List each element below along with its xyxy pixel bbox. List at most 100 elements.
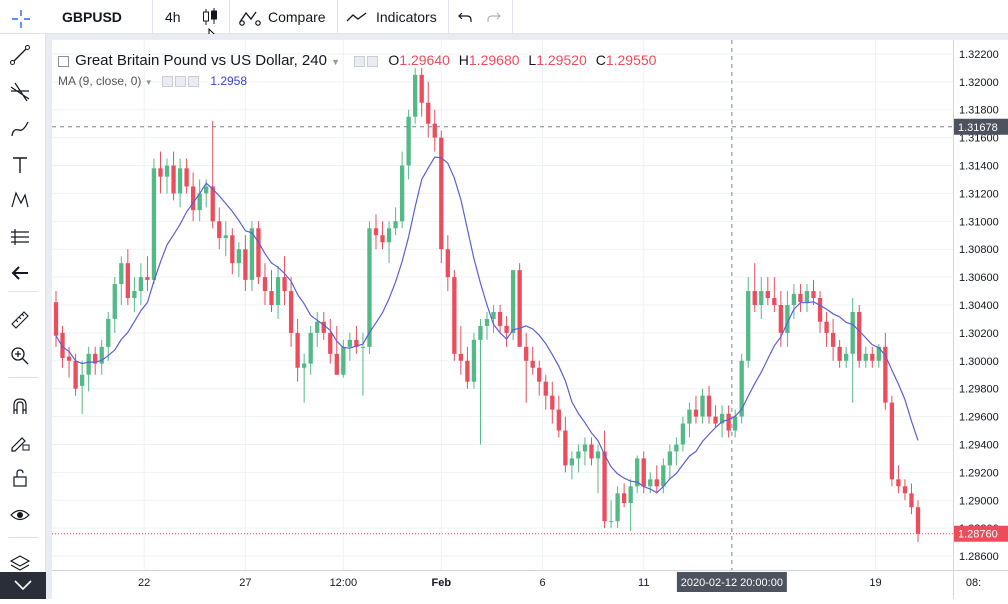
- pitchfork-icon: [10, 82, 30, 102]
- candle-down: [321, 321, 326, 333]
- y-tick-label: 1.29600: [959, 412, 999, 424]
- x-tick-label: 11: [638, 577, 649, 589]
- candle-up: [759, 291, 764, 305]
- text-tool[interactable]: [7, 152, 33, 178]
- candle-down: [373, 228, 379, 236]
- ma-visibility-button[interactable]: [174, 76, 186, 88]
- chart-type-button[interactable]: [201, 0, 219, 33]
- candle-up: [471, 339, 477, 382]
- indicators-button[interactable]: Indicators: [346, 0, 437, 33]
- indicators-icon: [346, 11, 367, 21]
- object-tree-tool[interactable]: [7, 550, 33, 576]
- candle-down: [497, 311, 503, 326]
- x-tick-label: Feb: [432, 577, 452, 589]
- low-label: L: [528, 52, 537, 68]
- candle-down: [915, 507, 921, 534]
- collapse-legend-button[interactable]: [58, 55, 69, 67]
- pattern-tool[interactable]: [7, 187, 33, 213]
- crosshair-time-tag: [676, 572, 787, 592]
- interval-button[interactable]: 4h: [165, 0, 181, 33]
- crosshair-tool[interactable]: [8, 6, 34, 32]
- lock-drawing-tool[interactable]: [7, 429, 33, 455]
- compare-button[interactable]: Compare: [238, 0, 326, 33]
- symbol-search[interactable]: GBPUSD: [62, 0, 122, 33]
- candle-up: [850, 311, 855, 354]
- candle-down: [654, 479, 659, 487]
- candle-up: [785, 305, 790, 333]
- chevron-down-icon: [14, 580, 32, 591]
- zoom-in-tool[interactable]: [7, 343, 33, 369]
- moving-average-line: [55, 156, 919, 494]
- candle-up: [406, 116, 411, 166]
- candle-down: [713, 416, 718, 424]
- back-tool[interactable]: [7, 260, 33, 286]
- ma-settings-button[interactable]: [161, 76, 173, 88]
- candle-up: [746, 291, 751, 361]
- candle-down: [439, 137, 444, 250]
- ma-menu-icon[interactable]: ▼: [144, 78, 153, 87]
- candle-down: [870, 353, 875, 361]
- candle-down: [556, 409, 561, 431]
- series-settings-button[interactable]: [354, 55, 366, 67]
- undo-button[interactable]: [457, 0, 473, 33]
- redo-icon: [487, 12, 501, 22]
- candle-up: [484, 318, 490, 326]
- candle-down: [706, 395, 712, 417]
- x-tick-label: 19: [869, 577, 881, 589]
- ma-remove-button[interactable]: [187, 76, 199, 88]
- candle-up: [223, 235, 228, 239]
- brush-tool[interactable]: [7, 116, 33, 142]
- candle-down: [262, 277, 268, 292]
- toolbar-collapse-button[interactable]: [0, 572, 46, 599]
- candle-down: [550, 395, 555, 410]
- lock-all-tool[interactable]: [7, 465, 33, 491]
- candle-down: [830, 332, 836, 347]
- brush-icon: [11, 121, 29, 137]
- y-tick-label: 1.32000: [959, 77, 999, 89]
- candle-down: [543, 381, 548, 396]
- drawing-toolbar: [0, 10, 46, 599]
- candle-down: [517, 270, 522, 347]
- unlock-icon: [13, 469, 27, 487]
- candle-down: [889, 402, 895, 480]
- ma-legend: MA (9, close, 0) ▼ 1.2958: [58, 74, 247, 88]
- trend-line-icon: [10, 45, 30, 65]
- candle-up: [648, 479, 653, 487]
- candle-down: [171, 165, 176, 194]
- candle-up: [667, 451, 673, 466]
- candle-down: [837, 346, 842, 361]
- trend-line-tool[interactable]: [7, 42, 33, 68]
- price-chart[interactable]: 1.32200 1.32000 1.31800 1.31600 1.31400 1.312…: [52, 40, 1008, 599]
- series-visibility-button[interactable]: [367, 55, 379, 67]
- candle-up: [367, 228, 372, 347]
- x-tick-label: 27: [239, 577, 251, 589]
- ruler-icon: [11, 311, 29, 329]
- chart-pane[interactable]: 1.32200 1.32000 1.31800 1.31600 1.31400 1.312…: [52, 40, 1008, 599]
- candle-up: [360, 346, 366, 348]
- y-tick-label: 1.30000: [959, 356, 999, 368]
- candle-down: [602, 451, 607, 522]
- compare-icon: [239, 11, 261, 26]
- hide-drawings-tool[interactable]: [7, 502, 33, 528]
- y-tick-label: 1.31200: [959, 188, 999, 200]
- redo-button[interactable]: [486, 0, 502, 33]
- candles-icon: [203, 7, 217, 25]
- y-tick-label: 1.29400: [959, 439, 999, 451]
- crosshair-time-label: 2020-02-12 20:00:00: [681, 577, 783, 589]
- ruler-tool[interactable]: [7, 307, 33, 333]
- y-tick-label: 1.30800: [959, 244, 999, 256]
- magnet-tool[interactable]: [7, 393, 33, 419]
- pitchfork-tool[interactable]: [7, 79, 33, 105]
- candle-down: [530, 360, 535, 368]
- candle-up: [347, 339, 353, 347]
- candle-up: [236, 249, 242, 264]
- high-label: H: [458, 52, 469, 68]
- series-menu-icon[interactable]: ▼: [331, 57, 341, 67]
- y-tick-label: 1.28600: [959, 551, 999, 563]
- symbol-label: GBPUSD: [62, 8, 122, 25]
- prediction-tool[interactable]: [7, 224, 33, 250]
- y-tick-label: 1.31800: [959, 105, 999, 117]
- candle-up: [635, 458, 640, 487]
- candle-down: [256, 228, 261, 278]
- candle-down: [641, 458, 646, 487]
